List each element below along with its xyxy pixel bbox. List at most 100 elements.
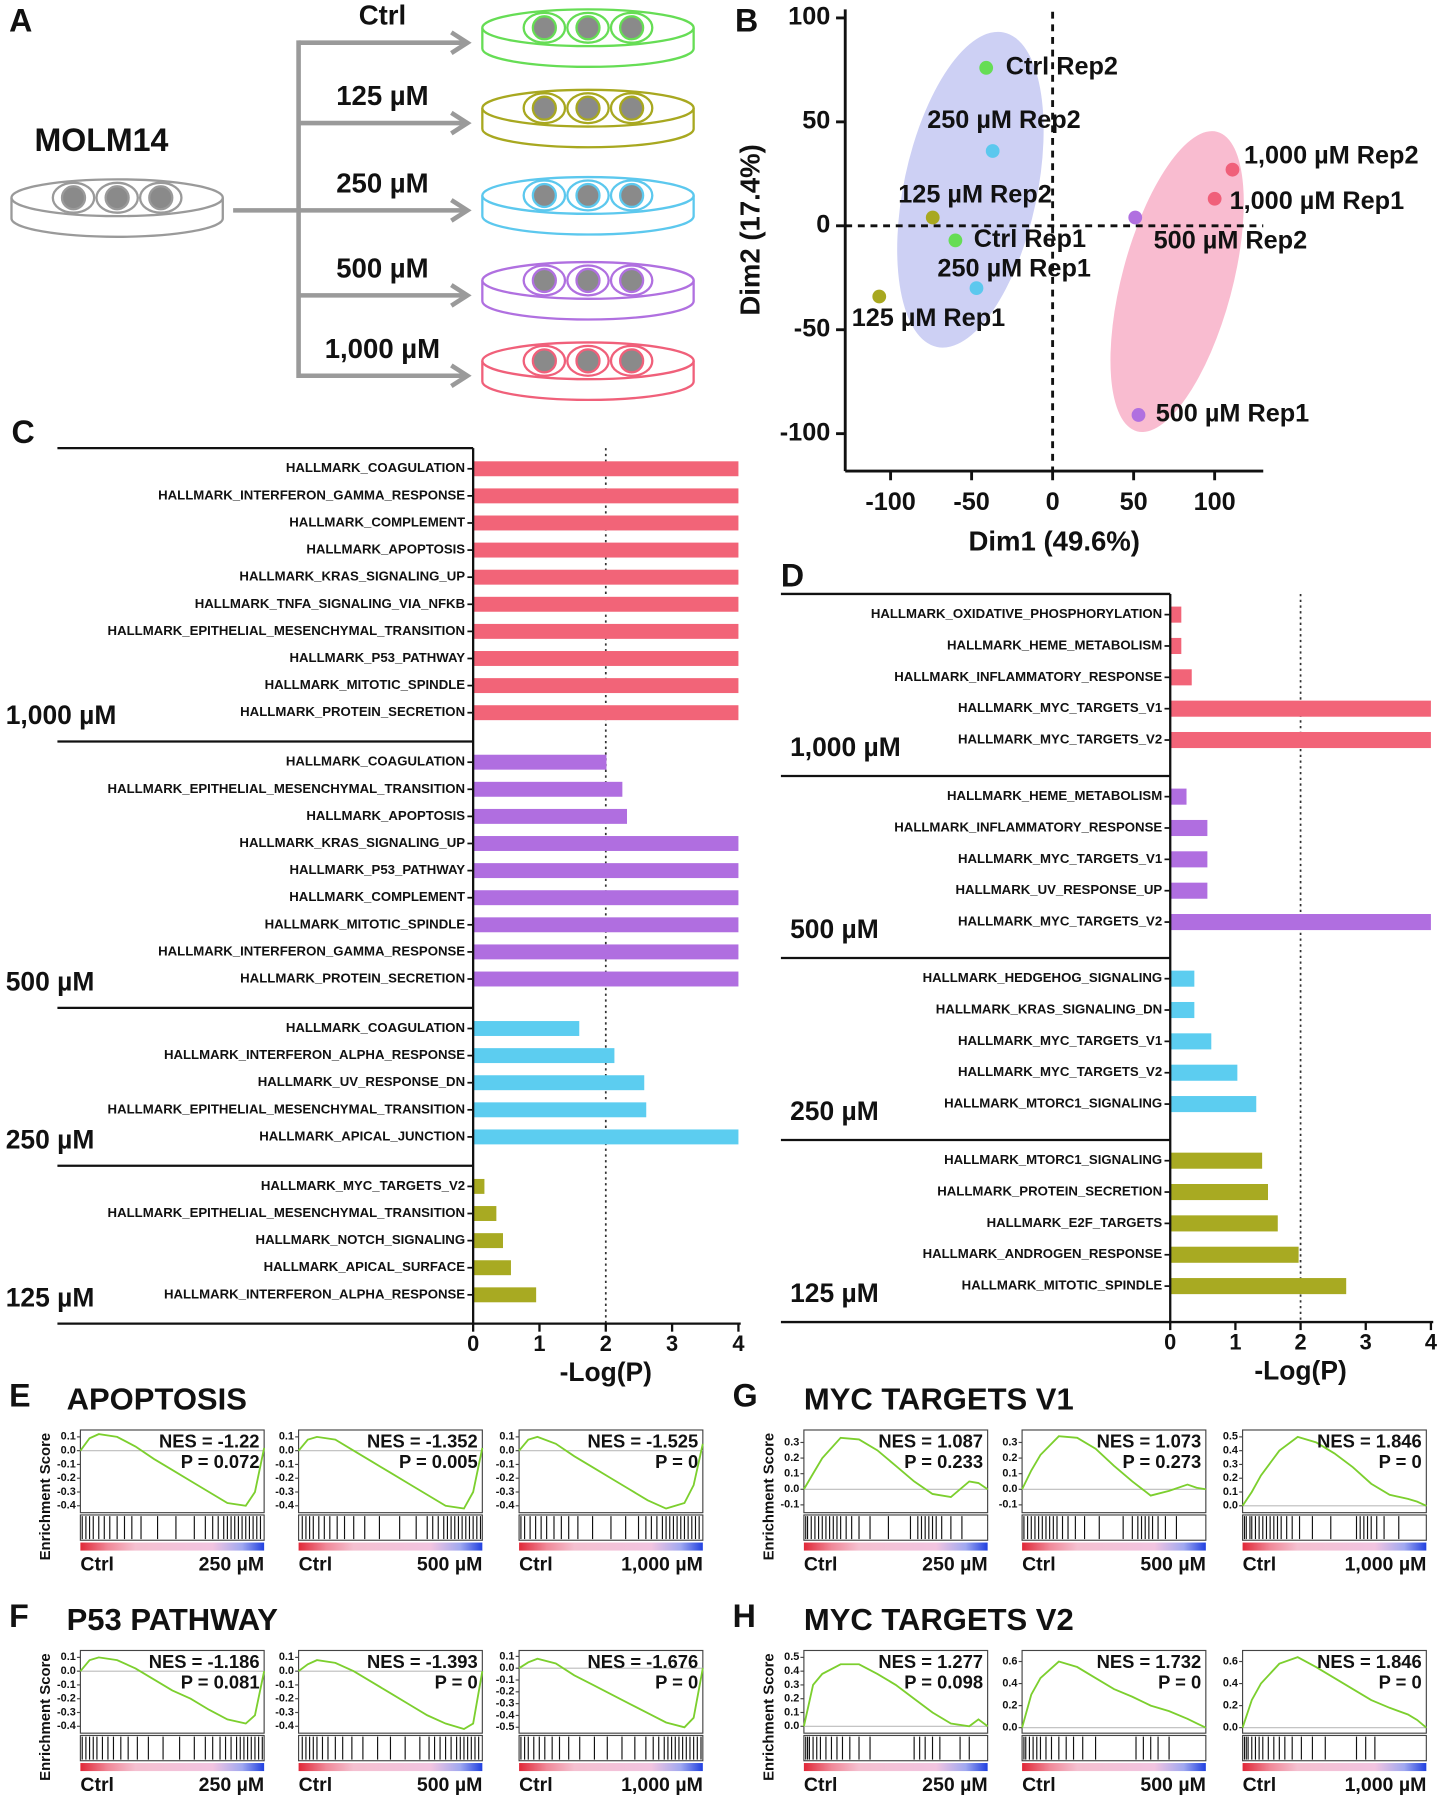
- panel-letter: C: [11, 414, 34, 450]
- category-label: HALLMARK_ANDROGEN_RESPONSE: [923, 1246, 1163, 1261]
- nucleus: [531, 348, 557, 374]
- nucleus: [575, 95, 601, 121]
- category-label: HALLMARK_NOTCH_SIGNALING: [256, 1232, 466, 1247]
- category-label: HALLMARK_MYC_TARGETS_V2: [958, 1064, 1162, 1079]
- p-label: P = 0: [655, 1451, 698, 1472]
- x-tick-label: -100: [865, 488, 916, 516]
- point-label: 500 µM Rep1: [1156, 400, 1310, 428]
- bar: [473, 1233, 503, 1249]
- p-label: P = 0: [1158, 1672, 1201, 1693]
- nucleus: [575, 267, 601, 294]
- nes-label: NES = -1.186: [149, 1651, 260, 1672]
- point: [1131, 408, 1146, 422]
- x-tick-label: 1: [533, 1331, 545, 1356]
- y-tick-label: 0.0: [499, 1445, 514, 1457]
- hits-frame: [79, 1514, 265, 1541]
- panel-title: P53 PATHWAY: [67, 1602, 279, 1637]
- bar: [1170, 1184, 1268, 1201]
- point: [1207, 191, 1222, 206]
- category-label: HALLMARK_KRAS_SIGNALING_UP: [239, 835, 465, 850]
- y-tick-label: -0.2: [496, 1686, 515, 1698]
- bar: [473, 569, 739, 585]
- y-tick-label: 0.0: [1223, 1722, 1238, 1734]
- plot-frame: [298, 1649, 483, 1734]
- plot-frame: [298, 1429, 483, 1514]
- x-tick-label: 4: [732, 1331, 744, 1356]
- bar: [1170, 1215, 1278, 1232]
- arrow-head: [450, 198, 472, 223]
- category-label: HALLMARK_OXIDATIVE_PHOSPHORYLATION: [871, 606, 1162, 621]
- category-label: HALLMARK_INTERFERON_GAMMA_RESPONSE: [158, 487, 465, 502]
- bar: [1170, 731, 1431, 749]
- rank-bar: [803, 1763, 988, 1772]
- y-tick-label: -0.1: [496, 1674, 515, 1686]
- group-label: 250 µM: [790, 1096, 879, 1126]
- y-tick-label: -0.4: [275, 1720, 294, 1732]
- hits-frame: [1242, 1734, 1427, 1762]
- y-tick-label: 0.0: [61, 1445, 76, 1457]
- nucleus: [148, 185, 174, 211]
- bar: [1170, 882, 1208, 899]
- p-label: P = 0: [1379, 1451, 1422, 1472]
- group-label-left: Ctrl: [804, 1774, 838, 1796]
- y-tick-label: 0.3: [784, 1679, 799, 1691]
- bar: [1170, 819, 1208, 837]
- x-tick-label: 3: [666, 1331, 678, 1356]
- y-tick-label: -0.1: [275, 1679, 294, 1691]
- group-label-left: Ctrl: [804, 1554, 838, 1576]
- enrichment-curve: [79, 1433, 266, 1507]
- group-label-right: 1,000 µM: [621, 1774, 703, 1796]
- y-tick-label: -100: [780, 418, 831, 446]
- enrichment-curve: [518, 1435, 704, 1510]
- bar: [1170, 606, 1182, 623]
- group-label: 500 µM: [336, 252, 428, 283]
- plot-frame: [518, 1649, 704, 1734]
- group-label-right: 1,000 µM: [621, 1554, 703, 1576]
- bar: [1170, 1278, 1347, 1295]
- category-label: HALLMARK_MYC_TARGETS_V1: [958, 700, 1162, 715]
- category-label: HALLMARK_KRAS_SIGNALING_DN: [936, 1002, 1162, 1017]
- group-label: 125 µM: [790, 1278, 879, 1308]
- y-tick-label: 100: [788, 3, 830, 31]
- category-label: HALLMARK_HEME_METABOLISM: [947, 788, 1162, 803]
- bar: [473, 1206, 497, 1221]
- enrichment-curve: [802, 1663, 989, 1728]
- category-label: HALLMARK_P53_PATHWAY: [289, 862, 465, 877]
- category-label: HALLMARK_P53_PATHWAY: [289, 650, 465, 665]
- panel-letter: G: [733, 1377, 758, 1413]
- y-tick-label: 0.2: [1002, 1699, 1017, 1711]
- y-tick-label: 0.1: [1002, 1468, 1017, 1480]
- group-label-right: 500 µM: [417, 1774, 482, 1796]
- hits-frame: [298, 1514, 483, 1541]
- y-tick-label: -0.4: [496, 1500, 515, 1512]
- x-tick-label: 50: [1120, 488, 1148, 516]
- enrichment-curve: [79, 1656, 266, 1725]
- group-ellipse: [897, 31, 1044, 348]
- bar: [473, 971, 739, 987]
- bar: [473, 890, 739, 906]
- bar: [473, 596, 739, 612]
- y-tick-label: -0.3: [57, 1486, 76, 1498]
- nucleus: [618, 15, 645, 41]
- category-label: HALLMARK_MTORC1_SIGNALING: [944, 1096, 1162, 1111]
- group-label-right: 250 µM: [199, 1554, 264, 1576]
- nucleus: [618, 182, 645, 209]
- category-label: HALLMARK_MYC_TARGETS_V2: [958, 914, 1162, 929]
- plot-frame: [803, 1649, 989, 1734]
- y-tick-label: 0.2: [1223, 1472, 1238, 1484]
- y-tick-label: 0.0: [499, 1662, 514, 1674]
- group-label-right: 250 µM: [199, 1774, 264, 1796]
- y-tick-label: -0.5: [496, 1721, 515, 1733]
- category-label: HALLMARK_PROTEIN_SECRETION: [240, 704, 465, 719]
- category-label: HALLMARK_HEDGEHOG_SIGNALING: [923, 970, 1163, 985]
- category-label: HALLMARK_MITOTIC_SPINDLE: [962, 1278, 1163, 1293]
- bar: [473, 1178, 485, 1194]
- hits-frame: [803, 1734, 989, 1762]
- category-label: HALLMARK_APOPTOSIS: [306, 808, 465, 823]
- p-label: P = 0.098: [904, 1672, 983, 1693]
- y-tick-label: 0.5: [1223, 1431, 1238, 1443]
- y-tick-label: -0.4: [57, 1500, 76, 1512]
- rank-bar: [1022, 1763, 1206, 1772]
- y-tick-label: 0.0: [61, 1665, 76, 1677]
